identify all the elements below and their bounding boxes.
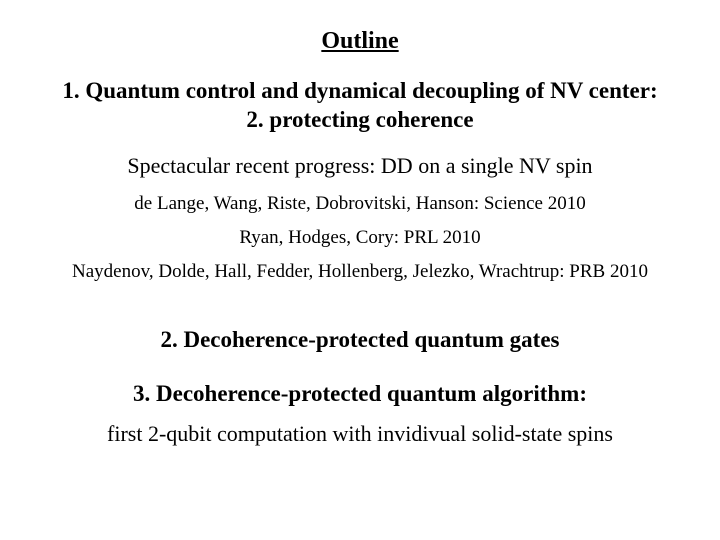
slide-title: Outline bbox=[30, 28, 690, 55]
reference-1: de Lange, Wang, Riste, Dobrovitski, Hans… bbox=[30, 193, 690, 215]
slide-outline: Outline 1. Quantum control and dynamical… bbox=[0, 0, 720, 540]
section2-heading: 2. Decoherence-protected quantum gates bbox=[30, 327, 690, 353]
reference-3: Naydenov, Dolde, Hall, Fedder, Hollenber… bbox=[30, 261, 690, 283]
section3-heading: 3. Decoherence-protected quantum algorit… bbox=[30, 381, 690, 407]
section1-subheading: Spectacular recent progress: DD on a sin… bbox=[30, 153, 690, 179]
section3-sub: first 2-qubit computation with invidivua… bbox=[30, 421, 690, 447]
spacer bbox=[30, 295, 690, 327]
section1-line2: 2. protecting coherence bbox=[30, 106, 690, 135]
section1-line1: 1. Quantum control and dynamical decoupl… bbox=[30, 77, 690, 106]
reference-2: Ryan, Hodges, Cory: PRL 2010 bbox=[30, 227, 690, 249]
